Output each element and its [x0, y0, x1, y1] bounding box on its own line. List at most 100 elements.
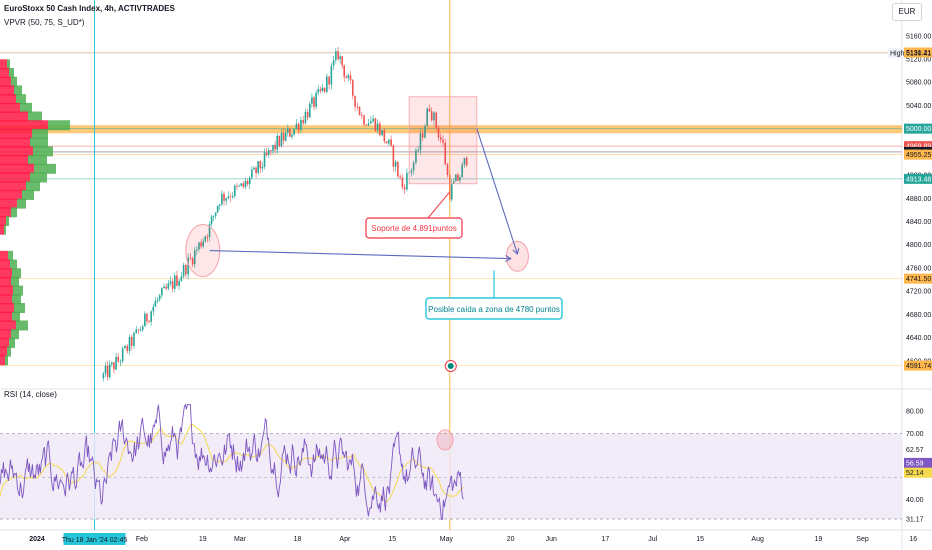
- candle-body-57: [225, 198, 227, 201]
- candle-body-167: [465, 157, 468, 166]
- time-tick-6: Apr: [339, 536, 351, 543]
- volume-profile-down-24: [0, 285, 13, 296]
- volume-profile-down-26: [0, 303, 14, 314]
- candle-body-105: [328, 76, 330, 85]
- candle-body-14: [133, 333, 135, 346]
- candle-body-161: [453, 181, 455, 184]
- candle-body-36: [180, 276, 183, 281]
- volume-profile-down-19: [0, 224, 4, 235]
- time-tick-1: 2024: [29, 536, 45, 543]
- volume-profile-down-2: [0, 76, 11, 87]
- candle-body-80: [274, 144, 276, 150]
- volume-profile-up-8: [32, 128, 48, 139]
- candle-body-115: [349, 75, 352, 81]
- projection-arrow-down: [476, 128, 518, 255]
- volume-profile-down-16: [0, 198, 17, 209]
- candle-body-77: [267, 150, 270, 155]
- volume-profile-up-27: [12, 311, 20, 322]
- candle-body-85: [284, 132, 287, 141]
- candle-body-143: [412, 162, 415, 171]
- candle-body-149: [426, 108, 429, 127]
- price-tag-bg-3: [904, 141, 932, 152]
- candle-body-81: [276, 135, 279, 150]
- candle-body-13: [130, 336, 133, 346]
- price-tick-7: 4880.00: [906, 196, 931, 203]
- volume-profile-down-22: [0, 268, 12, 279]
- candle-body-43: [196, 249, 198, 251]
- candle-body-12: [128, 336, 131, 351]
- candle-body-128: [379, 123, 381, 136]
- candle-body-86: [286, 128, 289, 133]
- time-tick-11: 17: [602, 536, 610, 543]
- rsi-tick-1: 70.00: [906, 431, 924, 438]
- price-tick-2: 5080.00: [906, 80, 931, 87]
- candle-body-118: [356, 106, 359, 108]
- time-tick-9: 20: [507, 536, 515, 543]
- volume-profile-down-10: [0, 146, 33, 157]
- volume-profile-down-12: [0, 163, 34, 174]
- candle-body-104: [326, 76, 328, 92]
- candle-body-83: [280, 132, 283, 147]
- time-tick-13: 15: [696, 536, 704, 543]
- candle-body-1: [104, 365, 107, 374]
- candle-body-24: [154, 300, 157, 307]
- time-tick-15: 19: [815, 536, 823, 543]
- candle-body-108: [335, 51, 337, 61]
- price-tick-13: 4640.00: [906, 335, 931, 342]
- candle-body-163: [457, 174, 459, 181]
- candle-body-39: [187, 257, 189, 275]
- volume-profile-up-13: [30, 172, 47, 183]
- price-tick-1: 5120.00: [906, 57, 931, 64]
- volume-profile-up-16: [17, 198, 26, 209]
- volume-profile-down-25: [0, 294, 12, 305]
- volume-profile-up-25: [12, 294, 21, 305]
- support-callout-pointer: [427, 191, 451, 219]
- candle-body-29: [165, 286, 167, 289]
- candle-body-59: [229, 196, 232, 198]
- candle-body-96: [308, 103, 311, 118]
- volume-profile-up-0: [7, 59, 10, 70]
- candle-body-150: [428, 108, 431, 112]
- volume-profile-down-11: [0, 155, 28, 166]
- volume-profile-down-0: [0, 59, 7, 70]
- candle-body-102: [321, 87, 324, 91]
- candle-body-117: [354, 95, 356, 107]
- candle-body-50: [210, 216, 213, 225]
- candle-body-69: [251, 169, 253, 178]
- candle-body-137: [399, 176, 401, 178]
- projection-arrow-horizontal: [209, 249, 511, 260]
- candle-body-122: [365, 124, 368, 126]
- candle-body-157: [444, 142, 447, 165]
- time-tick-16: Sep: [856, 536, 869, 543]
- candle-body-26: [158, 295, 161, 300]
- volume-profile-up-6: [28, 111, 42, 122]
- indicator-rsi-label[interactable]: RSI (14, close): [4, 390, 57, 399]
- candle-body-134: [392, 145, 395, 167]
- time-tick-7: 15: [388, 536, 396, 543]
- candle-body-111: [341, 56, 343, 66]
- candle-body-35: [178, 280, 180, 286]
- candle-body-95: [306, 111, 309, 118]
- volume-profile-up-24: [13, 285, 23, 296]
- candle-body-42: [193, 250, 196, 265]
- candle-body-140: [406, 172, 408, 190]
- candle-body-7: [117, 356, 119, 362]
- consolidation-rectangle: [408, 96, 478, 185]
- currency-button[interactable]: EUR: [892, 3, 922, 21]
- candle-body-16: [137, 329, 140, 331]
- volume-profile-down-8: [0, 128, 32, 139]
- volume-profile-up-4: [16, 94, 26, 105]
- time-tick-17: 16: [909, 536, 917, 543]
- candle-body-9: [121, 348, 124, 362]
- rsi-ma-tag: 52.14: [906, 470, 924, 477]
- rsi-value-tag: 56.59: [906, 460, 924, 467]
- indicator-vpvr-label[interactable]: VPVR (50, 75, S_UD*): [4, 18, 85, 27]
- candle-body-154: [437, 127, 440, 138]
- target-circle: [505, 240, 529, 272]
- candle-body-131: [385, 141, 388, 144]
- volume-profile-down-23: [0, 276, 11, 287]
- candle-body-79: [272, 144, 274, 151]
- candle-body-91: [297, 123, 300, 131]
- volume-profile-down-32: [0, 355, 5, 366]
